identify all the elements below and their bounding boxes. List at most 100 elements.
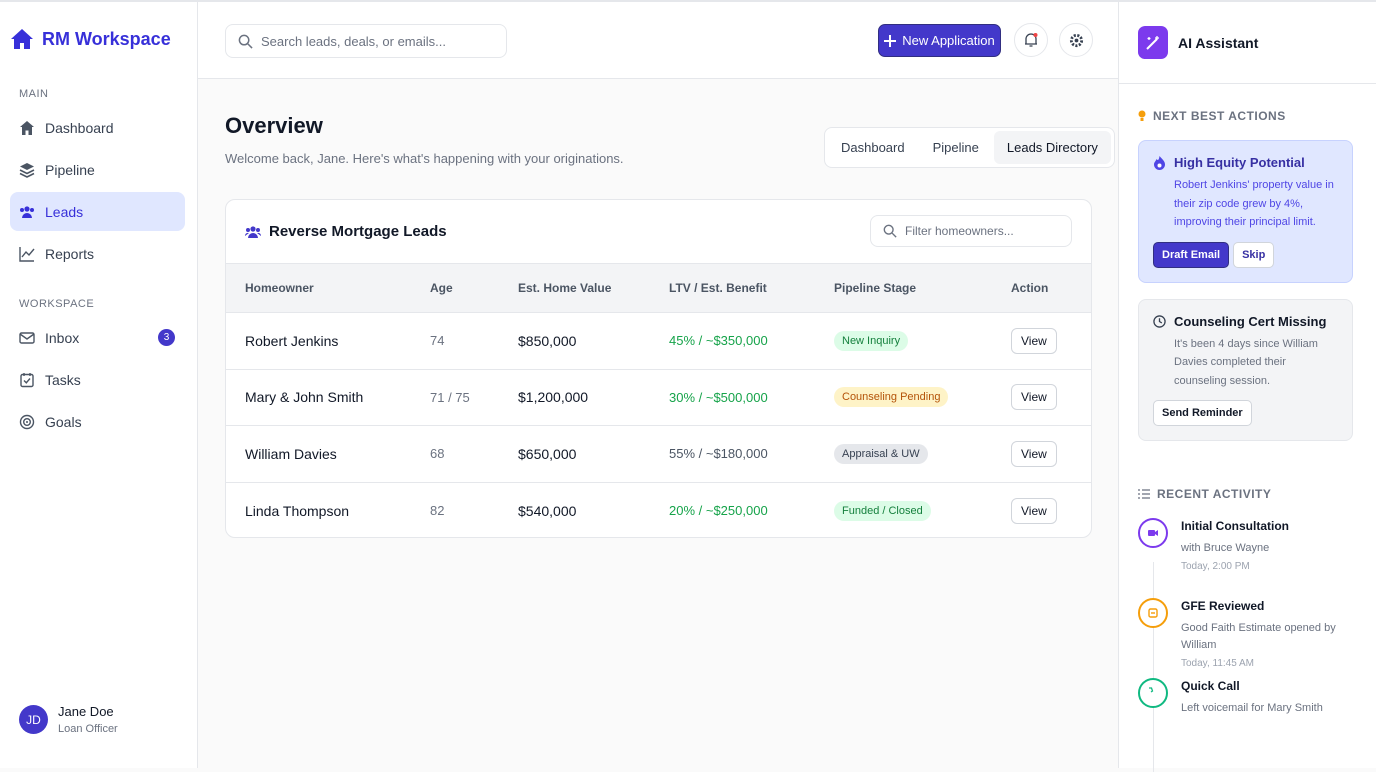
activity-time: Today, 2:00 PM — [1181, 561, 1250, 572]
user[interactable]: JD Jane Doe Loan Officer — [19, 704, 118, 735]
filter-icon — [883, 224, 897, 238]
action-text: It's been 4 days since William Davies co… — [1174, 337, 1318, 387]
homeowner: Mary & John Smith — [245, 389, 364, 406]
activity-icon — [1149, 687, 1154, 693]
stage-cell: Appraisal & UW — [834, 443, 1011, 464]
stage-pill: Funded / Closed — [834, 500, 931, 521]
bell-icon — [1025, 33, 1038, 47]
age: 74 — [430, 333, 445, 349]
assistant-header: AI Assistant — [1119, 2, 1376, 84]
filter-input[interactable]: Filter homeowners... — [870, 215, 1072, 247]
ltv-benefit: 45% / ~$350,000 — [669, 333, 768, 349]
nav-item[interactable]: Leads — [10, 192, 185, 231]
nav: MAIN Dashboard Pipeline Leads Reports WORKSPA… — [0, 88, 198, 444]
nav-item[interactable]: Pipeline — [10, 150, 185, 189]
activity-title: GFE Reviewed — [1181, 599, 1265, 613]
user-role: Loan Officer — [58, 723, 118, 735]
actions-heading-text: NEXT BEST ACTIONS — [1153, 109, 1286, 123]
action-cell: View — [1011, 497, 1091, 524]
user-name: Jane Doe — [58, 704, 114, 719]
activity-detail: Good Faith Estimate opened by William — [1181, 622, 1336, 651]
table-row: Linda Thompson 82 $540,000 20% / ~$250,000 F… — [226, 483, 1091, 538]
action-button[interactable]: Draft Email — [1153, 241, 1230, 268]
plus-icon — [884, 34, 897, 47]
activity-heading-text: RECENT ACTIVITY — [1157, 487, 1272, 501]
leads-card-header: Reverse Mortgage Leads Filter homeowners… — [226, 200, 1091, 263]
view-button[interactable]: View — [1011, 497, 1057, 524]
ltv-benefit: 20% / ~$250,000 — [669, 503, 768, 519]
main: Search leads, deals, or emails... New Ap… — [198, 0, 1118, 768]
wand-icon — [1146, 35, 1159, 50]
view-button[interactable]: View — [1011, 327, 1057, 354]
actions-heading: NEXT BEST ACTIONS — [1138, 109, 1376, 123]
bulb-icon — [1138, 110, 1146, 121]
nav-item[interactable]: Inbox 3 — [10, 318, 185, 357]
sidebar: RM Workspace MAIN Dashboard Pipeline Leads R… — [0, 0, 198, 768]
nav-label: Goals — [45, 413, 82, 430]
age: 71 / 75 — [430, 389, 470, 405]
nav-item[interactable]: Dashboard — [10, 108, 185, 147]
nav-item[interactable]: Tasks — [10, 360, 185, 399]
activity-title: Initial Consultation — [1181, 519, 1289, 533]
new-application-label: New Application — [902, 33, 995, 48]
home-value: $850,000 — [518, 332, 577, 349]
table-row: Mary & John Smith 71 / 75 $1,200,000 30% / … — [226, 370, 1091, 426]
search[interactable]: Search leads, deals, or emails... — [225, 24, 507, 58]
view-tabs: Dashboard Pipeline Leads Directory — [824, 127, 1115, 168]
tab[interactable]: Pipeline — [932, 140, 979, 155]
nav-section-title: WORKSPACE — [19, 298, 95, 310]
table-row: William Davies 68 $650,000 55% / ~$180,000 A… — [226, 426, 1091, 483]
page-subtitle: Welcome back, Jane. Here's what's happen… — [225, 151, 624, 166]
nav-label: Tasks — [45, 371, 81, 388]
tab[interactable]: Dashboard — [841, 140, 905, 155]
table-body: Robert Jenkins 74 $850,000 45% / ~$350,000 N… — [226, 313, 1091, 538]
nav-icon — [19, 162, 35, 178]
activity-heading: RECENT ACTIVITY — [1138, 487, 1376, 501]
settings-button[interactable] — [1059, 23, 1093, 57]
activity-list: Initial Consultation with Bruce Wayne Toda… — [1119, 518, 1376, 758]
home-value: $540,000 — [518, 502, 577, 519]
view-button[interactable]: View — [1011, 384, 1057, 411]
activity-body: Quick Call Left voicemail for Mary Smith — [1181, 678, 1341, 758]
leads-card: Reverse Mortgage Leads Filter homeowners… — [225, 199, 1092, 538]
new-application-button[interactable]: New Application — [878, 24, 1001, 57]
activity-item: Initial Consultation with Bruce Wayne Toda… — [1138, 518, 1376, 598]
nav-label: Dashboard — [45, 119, 114, 136]
activity-body: GFE Reviewed Good Faith Estimate opened b… — [1181, 598, 1341, 678]
stage-cell: New Inquiry — [834, 330, 1011, 351]
homeowner: Linda Thompson — [245, 502, 350, 519]
action-title: High Equity Potential — [1174, 155, 1305, 170]
home-value: $1,200,000 — [518, 389, 589, 406]
action-button[interactable]: Send Reminder — [1153, 400, 1252, 426]
action-button[interactable]: Skip — [1233, 241, 1275, 268]
brand-icon — [11, 29, 33, 49]
nav-label: Leads — [45, 203, 84, 220]
action-text: Robert Jenkins' property value in their … — [1174, 179, 1334, 228]
notifications-button[interactable] — [1014, 23, 1048, 57]
nav-item[interactable]: Goals — [10, 402, 185, 441]
view-button[interactable]: View — [1011, 440, 1057, 467]
nav-badge: 3 — [158, 329, 175, 346]
activity-detail: Left voicemail for Mary Smith — [1181, 702, 1323, 714]
action-title-row: Counseling Cert Missing — [1153, 314, 1338, 329]
action-title-row: High Equity Potential — [1153, 155, 1338, 170]
brand[interactable]: RM Workspace — [10, 28, 171, 50]
assistant-panel: AI Assistant NEXT BEST ACTIONS High Equi… — [1118, 0, 1376, 772]
home-value: $650,000 — [518, 445, 577, 462]
tab[interactable]: Leads Directory — [993, 131, 1111, 164]
list-icon — [1138, 489, 1150, 499]
column-header: Homeowner — [245, 281, 314, 295]
activity-icon — [1148, 530, 1158, 536]
users-icon — [245, 225, 261, 238]
homeowner: Robert Jenkins — [245, 332, 339, 349]
table-header: Homeowner Age Est. Home Value LTV / Est. Be… — [226, 263, 1091, 313]
activity-dot — [1138, 598, 1168, 628]
stage-pill: Counseling Pending — [834, 387, 949, 408]
activity-time: Today, 11:45 AM — [1181, 658, 1255, 669]
nav-icon — [19, 246, 35, 262]
nav-item[interactable]: Reports — [10, 234, 185, 273]
filter-placeholder: Filter homeowners... — [905, 224, 1014, 238]
age: 82 — [430, 503, 445, 519]
